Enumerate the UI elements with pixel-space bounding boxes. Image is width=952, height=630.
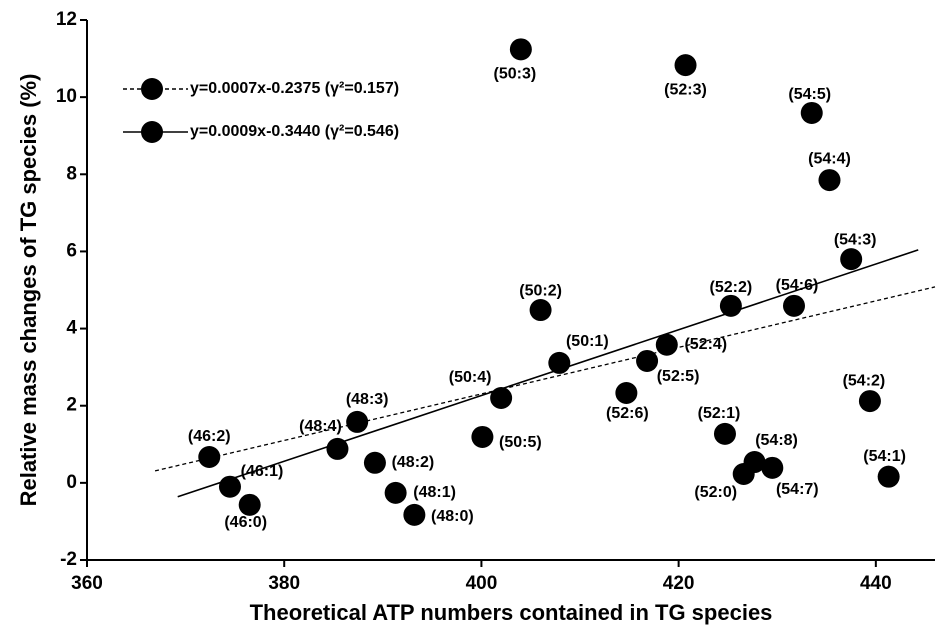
x-axis-title: Theoretical ATP numbers contained in TG … — [250, 600, 773, 625]
point-label: (48:3) — [346, 391, 389, 408]
point-label: (50:1) — [566, 333, 609, 350]
point-label: (46:1) — [241, 463, 284, 480]
point-label: (46:2) — [188, 428, 231, 445]
point — [719, 294, 742, 317]
point — [384, 481, 407, 504]
point — [346, 410, 369, 433]
point-label: (54:5) — [788, 86, 831, 103]
point-label: (52:0) — [694, 484, 737, 501]
point — [636, 349, 659, 372]
point — [218, 475, 241, 498]
point-label: (54:8) — [755, 432, 798, 449]
x-tick-label: 420 — [663, 573, 695, 594]
point-label: (48:4) — [299, 418, 342, 435]
point — [655, 333, 678, 356]
point-label: (54:2) — [843, 372, 886, 389]
legend-label: y=0.0009x-0.3440 (γ²=0.546) — [190, 123, 399, 140]
point-label: (52:1) — [698, 405, 741, 422]
point — [800, 101, 823, 124]
point — [743, 451, 766, 474]
point-label: (48:1) — [413, 484, 456, 501]
point — [490, 387, 513, 409]
point-label: (50:5) — [499, 434, 542, 451]
y-tick-label: 10 — [56, 86, 77, 107]
point-label: (52:2) — [710, 279, 753, 296]
point — [713, 422, 736, 445]
fit-line — [177, 249, 919, 498]
point — [198, 446, 221, 469]
point — [782, 294, 805, 317]
point-label: (48:0) — [431, 508, 474, 525]
y-tick-label: 4 — [66, 318, 77, 339]
point — [471, 425, 494, 448]
point-label: (52:3) — [664, 81, 707, 98]
point-label: (54:1) — [863, 448, 906, 465]
fit-line — [154, 286, 936, 472]
point — [674, 54, 697, 77]
y-tick-label: 0 — [66, 472, 77, 493]
x-tick-label: 360 — [71, 573, 103, 594]
legend-marker — [141, 78, 163, 100]
y-tick-label: 2 — [66, 395, 77, 416]
point-label: (52:5) — [657, 368, 700, 385]
point — [403, 503, 426, 526]
point — [615, 381, 638, 404]
y-tick-label: 8 — [66, 163, 77, 184]
point — [858, 390, 881, 413]
point — [326, 437, 349, 460]
point-label: (54:6) — [776, 277, 819, 294]
x-tick-label: 440 — [860, 573, 892, 594]
x-tick-label: 380 — [268, 573, 300, 594]
point-label: (50:4) — [449, 369, 492, 386]
x-tick-label: 400 — [466, 573, 498, 594]
y-tick-label: 12 — [56, 9, 77, 30]
point-label: (48:2) — [392, 454, 435, 471]
point-label: (50:2) — [519, 282, 562, 299]
point — [529, 299, 552, 322]
legend-marker — [141, 121, 163, 143]
point-label: (54:7) — [776, 481, 819, 498]
point-label: (52:6) — [606, 405, 649, 422]
point — [363, 451, 386, 474]
point-label: (52:4) — [684, 336, 727, 353]
point-label: (54:4) — [808, 150, 851, 167]
point-label: (50:3) — [494, 66, 537, 83]
point — [818, 169, 841, 192]
y-tick-label: -2 — [60, 549, 77, 570]
point — [548, 351, 571, 374]
point — [509, 38, 532, 61]
legend-label: y=0.0007x-0.2375 (γ²=0.157) — [190, 80, 399, 97]
point-label: (54:3) — [834, 231, 877, 248]
y-tick-label: 6 — [66, 240, 77, 261]
point — [840, 248, 863, 271]
point-label: (46:0) — [224, 514, 267, 531]
point — [238, 493, 261, 516]
point — [877, 465, 900, 488]
y-axis-title: Relative mass changes of TG species (%) — [16, 74, 41, 507]
point — [761, 456, 784, 479]
